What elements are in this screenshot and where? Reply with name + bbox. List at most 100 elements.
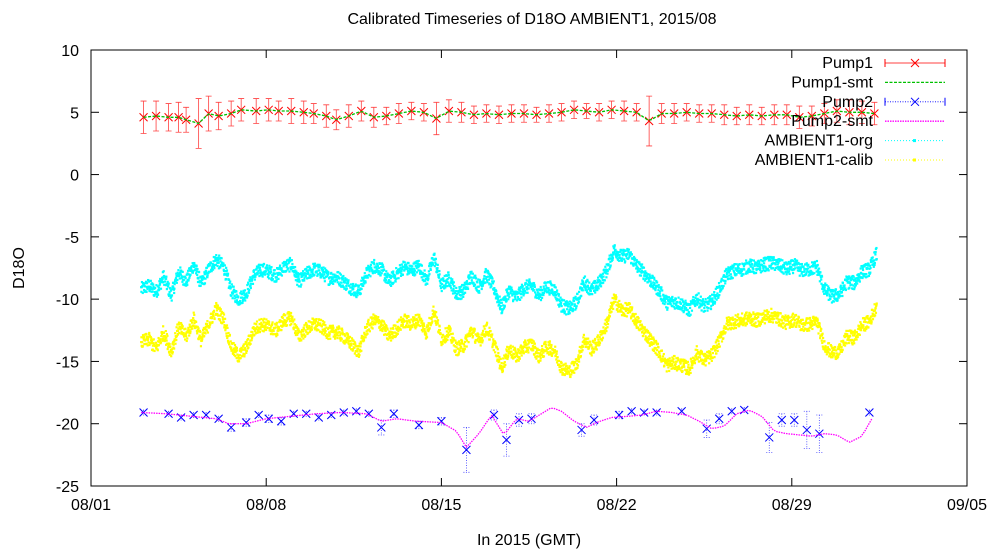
- data-point: [737, 271, 740, 274]
- data-point: [397, 330, 400, 333]
- data-point: [477, 285, 480, 288]
- data-point: [336, 281, 339, 284]
- data-point: [342, 274, 345, 278]
- data-point: [538, 295, 542, 299]
- data-point: [467, 341, 470, 344]
- data-point: [627, 406, 636, 416]
- data-point: [224, 277, 227, 281]
- data-point: [191, 262, 194, 265]
- data-point: [203, 335, 206, 338]
- data-point: [783, 266, 786, 269]
- data-point: [527, 342, 530, 345]
- data-point: [290, 259, 293, 262]
- data-point: [526, 291, 529, 294]
- data-point: [466, 287, 470, 291]
- data-point: [652, 342, 655, 346]
- data-point: [496, 348, 499, 351]
- data-point: [148, 290, 151, 293]
- data-point: [525, 291, 528, 294]
- data-point: [707, 306, 710, 310]
- data-point: [370, 266, 373, 269]
- data-point: [354, 342, 357, 345]
- data-point: [510, 286, 513, 289]
- data-point: [705, 306, 709, 309]
- data-point: [339, 332, 343, 335]
- error-bar: [415, 420, 422, 430]
- data-point: [338, 326, 341, 329]
- data-point: [362, 276, 366, 279]
- data-point: [839, 288, 843, 291]
- data-point: [794, 112, 804, 122]
- data-point: [388, 273, 391, 277]
- data-point: [699, 295, 702, 298]
- data-point: [786, 263, 789, 266]
- data-point: [370, 316, 373, 319]
- error-bar: [816, 414, 823, 453]
- data-point: [225, 332, 228, 335]
- data-point: [608, 315, 612, 318]
- data-point: [541, 350, 544, 353]
- data-point: [330, 276, 333, 279]
- data-point: [593, 279, 596, 283]
- data-point: [519, 289, 522, 293]
- data-point: [484, 281, 487, 284]
- data-point: [246, 287, 249, 291]
- data-point: [271, 321, 274, 324]
- data-point: [694, 296, 697, 300]
- data-point: [437, 276, 441, 279]
- data-point: [331, 328, 334, 331]
- data-point: [668, 357, 671, 360]
- data-point: [820, 282, 823, 285]
- data-point: [366, 276, 369, 279]
- data-point: [208, 321, 211, 324]
- data-point: [813, 262, 816, 265]
- data-point: [206, 331, 210, 334]
- data-point: [508, 288, 511, 291]
- data-point: [365, 276, 368, 279]
- data-point: [699, 304, 702, 307]
- data-point: [359, 340, 362, 343]
- data-point: [292, 266, 295, 270]
- data-point: [218, 254, 221, 257]
- data-point: [153, 294, 156, 297]
- data-point: [295, 270, 298, 273]
- data-point: [671, 295, 674, 299]
- data-point: [591, 347, 594, 350]
- data-point: [455, 353, 458, 357]
- data-point: [390, 331, 393, 334]
- data-point: [235, 290, 238, 293]
- data-point: [284, 314, 287, 317]
- data-point: [625, 307, 628, 310]
- data-point: [456, 293, 459, 296]
- data-point: [788, 268, 791, 271]
- data-point: [161, 339, 164, 342]
- data-point: [176, 413, 186, 422]
- data-point: [754, 271, 758, 275]
- data-point: [451, 283, 454, 286]
- data-point: [378, 326, 381, 329]
- data-point: [140, 336, 143, 339]
- data-point: [425, 275, 429, 278]
- data-point: [639, 267, 642, 271]
- data-point: [621, 257, 624, 260]
- data-point: [408, 270, 411, 273]
- data-point: [614, 297, 618, 301]
- data-point: [187, 326, 190, 329]
- data-point: [366, 274, 369, 277]
- data-point: [673, 307, 676, 310]
- data-point: [288, 270, 291, 273]
- data-point: [665, 295, 669, 298]
- data-point: [653, 349, 656, 353]
- data-point: [298, 278, 301, 281]
- data-point: [199, 345, 203, 348]
- data-point: [854, 277, 857, 280]
- data-point: [841, 294, 844, 298]
- data-point: [589, 292, 592, 296]
- data-point: [387, 281, 390, 285]
- data-point: [262, 321, 266, 324]
- data-point: [712, 293, 716, 296]
- data-point: [206, 276, 209, 279]
- data-point: [466, 282, 469, 285]
- data-point: [273, 269, 276, 272]
- data-point: [201, 333, 204, 336]
